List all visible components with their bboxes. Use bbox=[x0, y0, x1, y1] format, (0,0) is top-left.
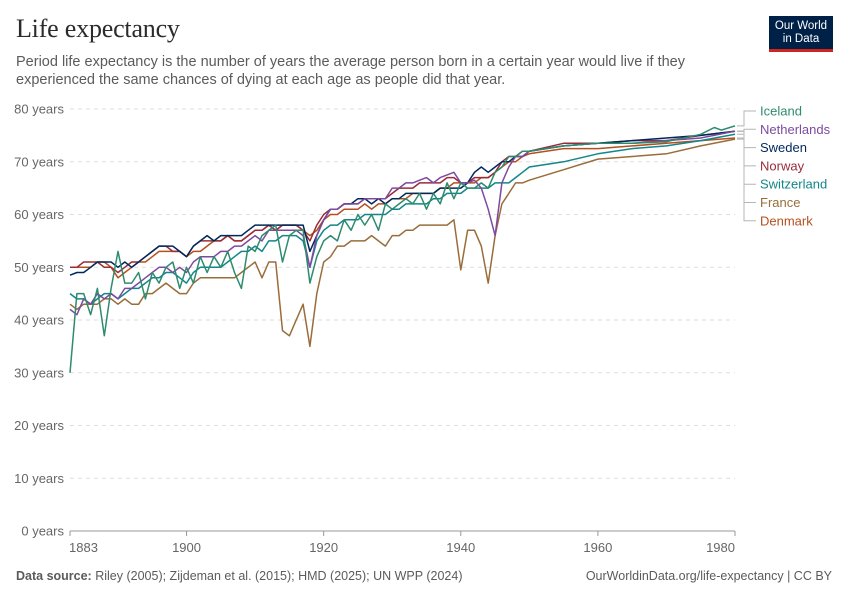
series-lines bbox=[69, 125, 736, 373]
y-tick-label: 80 years bbox=[14, 102, 64, 117]
legend-label-netherlands[interactable]: Netherlands bbox=[760, 122, 831, 137]
x-tick-label: 1920 bbox=[309, 540, 338, 555]
legend-connector bbox=[737, 110, 756, 127]
chart-title: Life expectancy bbox=[16, 14, 180, 43]
series-line-denmark[interactable] bbox=[70, 137, 736, 279]
legend-label-sweden[interactable]: Sweden bbox=[760, 140, 807, 155]
legend-label-denmark[interactable]: Denmark bbox=[760, 213, 813, 228]
y-axis: 0 years 10 years 20 years 30 years 40 years 5… bbox=[14, 102, 64, 539]
chart-subtitle: Period life expectancy is the number of … bbox=[16, 54, 685, 88]
legend-label-france[interactable]: France bbox=[760, 195, 800, 210]
series-line-switzerland[interactable] bbox=[69, 133, 736, 305]
legend-label-switzerland[interactable]: Switzerland bbox=[760, 177, 827, 192]
x-tick-label: 1900 bbox=[172, 540, 201, 555]
legend-label-iceland[interactable]: Iceland bbox=[760, 104, 802, 119]
x-axis: 1883 1900 1920 1940 1960 1980 bbox=[69, 530, 736, 555]
legend-connector bbox=[737, 133, 756, 185]
data-source: Data source: Riley (2005); Zijdeman et a… bbox=[16, 569, 463, 583]
legend-connector bbox=[737, 138, 756, 203]
data-source-label: Data source: bbox=[16, 569, 92, 583]
y-tick-label: 60 years bbox=[14, 207, 64, 222]
series-line-sweden[interactable] bbox=[69, 130, 736, 276]
series-line-iceland[interactable] bbox=[69, 125, 736, 373]
y-tick-label: 20 years bbox=[14, 418, 64, 433]
owid-logo[interactable]: Our World in Data bbox=[769, 16, 833, 52]
line-chart: 0 years 10 years 20 years 30 years 40 years 5… bbox=[14, 102, 831, 556]
logo-line-1: Our World bbox=[774, 20, 828, 32]
legend-connector bbox=[737, 137, 756, 222]
y-tick-label: 50 years bbox=[14, 260, 64, 275]
legend-label-norway[interactable]: Norway bbox=[760, 158, 805, 173]
x-tick-label: 1960 bbox=[583, 540, 612, 555]
logo-line-2: in Data bbox=[782, 33, 820, 45]
x-tick-label: 1980 bbox=[706, 540, 735, 555]
x-tick-label: 1883 bbox=[69, 540, 98, 555]
series-line-netherlands[interactable] bbox=[69, 130, 736, 316]
x-tick-label: 1940 bbox=[446, 540, 475, 555]
y-tick-label: 70 years bbox=[14, 154, 64, 169]
credit-link[interactable]: OurWorldinData.org/life-expectancy | CC … bbox=[585, 569, 832, 583]
grid-lines bbox=[70, 108, 735, 479]
y-tick-label: 0 years bbox=[21, 524, 64, 539]
series-line-france[interactable] bbox=[69, 138, 736, 348]
data-source-text: Riley (2005); Zijdeman et al. (2015); HM… bbox=[95, 569, 463, 583]
y-tick-label: 40 years bbox=[14, 313, 64, 328]
y-tick-label: 10 years bbox=[14, 471, 64, 486]
y-tick-label: 30 years bbox=[14, 365, 64, 380]
legend: Iceland Netherlands Sweden Norway Switzerlan… bbox=[737, 104, 831, 228]
legend-connector bbox=[737, 130, 756, 167]
